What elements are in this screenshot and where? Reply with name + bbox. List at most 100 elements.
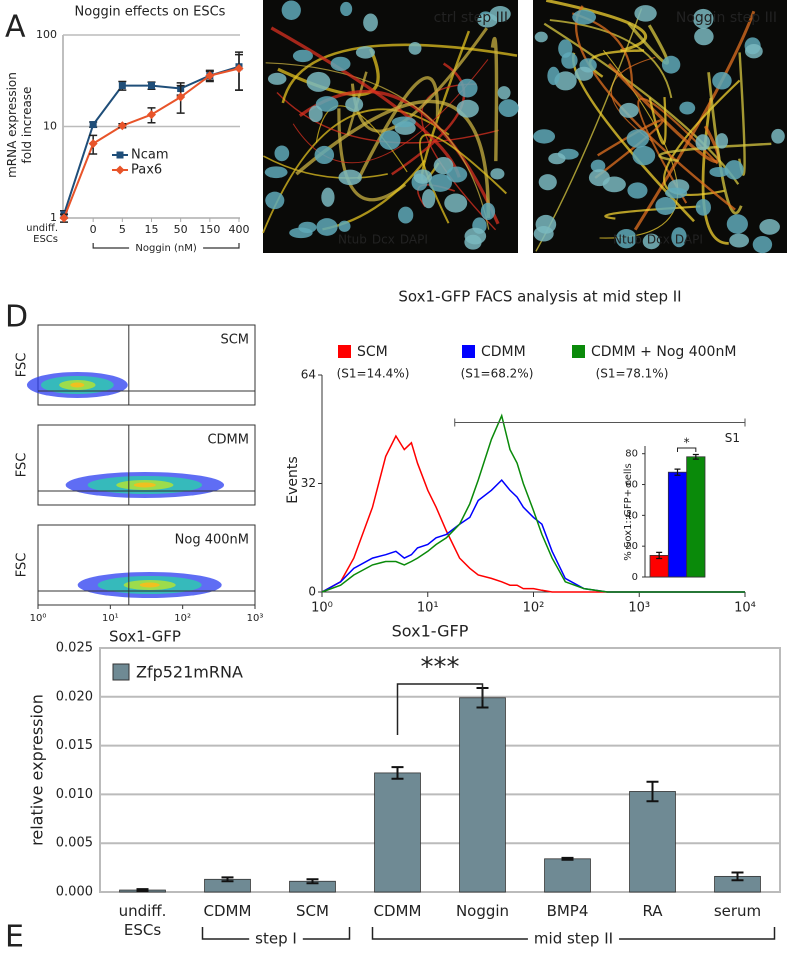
- nucleus: [422, 189, 436, 209]
- stain-label: DAPI: [400, 233, 428, 247]
- nucleus: [615, 228, 637, 249]
- y-tick-label: 0.015: [56, 738, 93, 753]
- marker: [234, 64, 244, 74]
- nucleus: [627, 182, 648, 199]
- nucleus: [338, 220, 351, 232]
- gate: [454, 418, 746, 427]
- y-tick-label: 60: [625, 480, 638, 491]
- y-axis-label: Events: [285, 456, 301, 503]
- micrograph: [533, 0, 787, 253]
- nucleus: [456, 99, 479, 118]
- nucleus: [695, 134, 711, 151]
- nucleus: [274, 145, 290, 162]
- legend-swatch: [572, 345, 585, 358]
- neurite: [648, 97, 667, 145]
- x-tick-label-box: 400: [229, 223, 250, 236]
- x-tick-label-box: CDMM: [374, 902, 422, 920]
- marker: [205, 71, 215, 81]
- neurite: [607, 62, 721, 164]
- nucleus: [457, 78, 478, 98]
- nucleus: [391, 116, 416, 128]
- y-tick-label: 10: [43, 120, 57, 133]
- x-tick-label: 10²: [523, 601, 545, 616]
- nucleus: [408, 42, 422, 55]
- legend-swatch: [338, 345, 351, 358]
- y-axis-label-box: mRNA expression fold increase: [5, 72, 34, 178]
- x-tick-label-box: Noggin: [456, 902, 509, 920]
- x-tick-label-box: 150: [199, 223, 220, 236]
- nucleus: [679, 101, 696, 115]
- nucleus: [316, 218, 338, 236]
- bar: [544, 858, 591, 893]
- significance-bracket: [396, 683, 484, 735]
- nucleus: [292, 49, 313, 63]
- x-tick-label-box: 5: [119, 223, 126, 236]
- x-tick-label: 10⁴: [734, 601, 756, 616]
- legend-label: Pax6: [131, 163, 162, 178]
- nucleus: [534, 31, 548, 43]
- error-bar: [306, 878, 319, 885]
- density: [133, 482, 156, 488]
- legend-label: SCM: [357, 344, 388, 360]
- series-line: [321, 478, 745, 593]
- label-bg: [527, 930, 620, 948]
- x-tick-label: undiff. ESCs: [118, 902, 167, 939]
- marker: [176, 92, 186, 102]
- x-tick-label-box: undiff. ESCs: [26, 223, 58, 245]
- density: [70, 382, 85, 388]
- nucleus: [590, 159, 606, 173]
- y-axis-label: FSC: [15, 553, 30, 578]
- legend-marker: [116, 151, 124, 159]
- y-tick-label: 0.010: [56, 787, 93, 802]
- neurite: [281, 43, 518, 104]
- significance-bracket: [677, 447, 697, 452]
- error-bar: [646, 780, 659, 803]
- nucleus: [729, 233, 750, 248]
- x-tick-label: 50: [173, 223, 188, 236]
- neurite: [276, 91, 499, 144]
- plot-label: Nog 400nM: [175, 533, 249, 548]
- neurite: [263, 155, 388, 179]
- x-tick-label: 15: [144, 223, 159, 236]
- nucleus: [554, 71, 577, 91]
- legend-label: Zfp521mRNA: [136, 663, 243, 682]
- error-bar: [656, 551, 663, 560]
- significance: *: [684, 436, 690, 450]
- y-tick-label: 0.000: [56, 885, 93, 900]
- nucleus: [626, 129, 650, 148]
- y-tick-label: 0: [308, 585, 316, 599]
- neurite: [545, 0, 648, 53]
- nucleus: [709, 166, 729, 178]
- nucleus: [642, 233, 661, 250]
- neurite: [356, 76, 440, 180]
- plot-frame: [99, 647, 781, 893]
- x-tick-label-box: 50: [173, 223, 188, 236]
- neurite: [610, 56, 656, 142]
- bar: [629, 791, 676, 893]
- x-tick-label-box: RA: [642, 902, 662, 920]
- x-tick-label: SCM: [296, 902, 329, 920]
- legend-swatch: [462, 345, 475, 358]
- nucleus: [715, 133, 729, 149]
- series-line: [321, 413, 745, 593]
- x-tick-label-box: CDMM: [203, 902, 252, 920]
- nucleus: [379, 130, 401, 150]
- nucleus: [330, 56, 351, 72]
- nucleus: [314, 145, 335, 165]
- x-tick-label-box: SCM: [296, 902, 329, 920]
- nucleus: [759, 219, 780, 235]
- x-tick-label: 10¹: [102, 613, 119, 624]
- marker: [117, 121, 127, 131]
- y-tick-label: 100: [36, 28, 57, 41]
- nucleus: [477, 13, 498, 28]
- panel-label: E: [5, 920, 24, 953]
- label-bg: [129, 241, 204, 255]
- legend-note: (S1=78.1%): [596, 367, 669, 381]
- plot-label: SCM: [220, 333, 249, 348]
- legend-label: Ncam: [131, 148, 169, 163]
- nucleus: [574, 66, 594, 81]
- x-tick-label: CDMM: [203, 902, 252, 920]
- x-tick-label: 10³: [628, 601, 650, 616]
- nucleus: [446, 166, 468, 183]
- neurite: [594, 119, 664, 179]
